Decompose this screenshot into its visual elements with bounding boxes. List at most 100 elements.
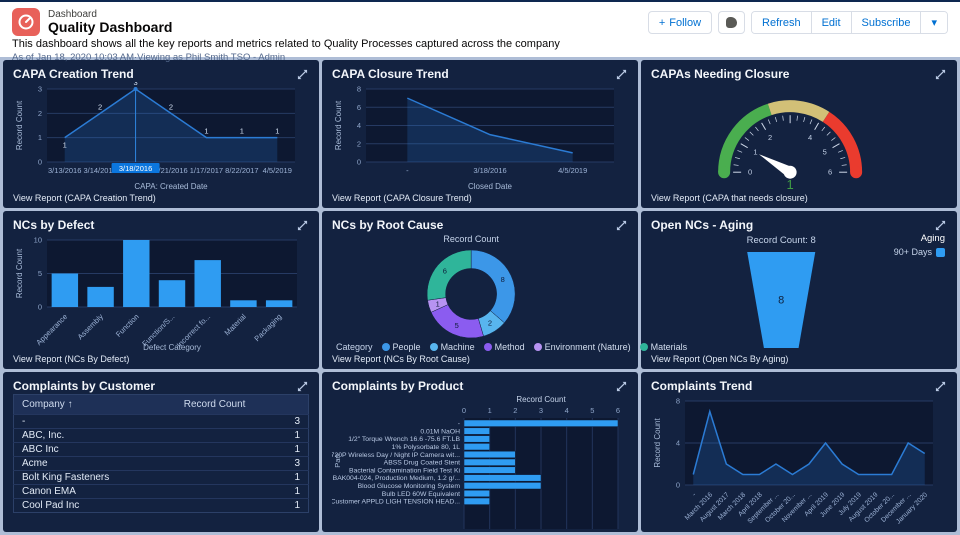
column-header[interactable]: Company ↑ bbox=[13, 394, 176, 415]
svg-text:8: 8 bbox=[676, 397, 680, 406]
complaints-by-customer-table-area[interactable]: Company ↑ Record Count -3 ABC, Inc. 1 ABC Inc… bbox=[13, 394, 309, 529]
svg-text:Bacterial Contamination Field: Bacterial Contamination Field Test Ki bbox=[349, 467, 460, 474]
expand-icon[interactable] bbox=[933, 67, 947, 81]
view-report-link[interactable]: View Report (CAPA that needs closure) bbox=[651, 193, 808, 203]
capas-needing-closure-gauge[interactable]: 0 1 2 4 5 6 1 bbox=[651, 82, 947, 192]
legend-item: 90+ Days bbox=[894, 247, 945, 257]
capa-creation-trend-chart[interactable]: 0 1 2 3 1 2 3 2 1 1 1 3/13/20163/14/20163/18/20163/… bbox=[13, 82, 309, 192]
follow-button[interactable]: + Follow bbox=[647, 11, 713, 34]
capa-closure-chart-area[interactable]: 0 2 4 6 8 - 3/18/2016 4/5/2019 Closed Date Record… bbox=[332, 82, 628, 192]
more-actions-button[interactable]: ▾ bbox=[921, 12, 947, 33]
panel-complaints-by-product: Complaints by Product Record Count 0 1 2 3 4 5… bbox=[322, 372, 638, 532]
svg-text:4/5/2019: 4/5/2019 bbox=[263, 166, 292, 175]
ncs-by-defect-chart-area[interactable]: 0 5 10 Appearance Assembly Function Function/S… bbox=[13, 233, 309, 353]
legend-title: Aging bbox=[920, 233, 945, 244]
aging-legend: Aging 90+ Days bbox=[894, 233, 945, 257]
expand-icon[interactable] bbox=[295, 67, 309, 81]
expand-icon[interactable] bbox=[933, 218, 947, 232]
legend-item: Environment (Nature) bbox=[533, 342, 631, 352]
table-row[interactable]: Acme 3 bbox=[13, 456, 309, 471]
capa-creation-chart-area[interactable]: 0 1 2 3 1 2 3 2 1 1 1 3/13/20163/14/20163/18/20163/… bbox=[13, 82, 309, 192]
dashboard-icon bbox=[12, 8, 40, 36]
subscribe-button[interactable]: Subscribe bbox=[851, 12, 922, 33]
svg-text:1% Polysorbate 80, 1L: 1% Polysorbate 80, 1L bbox=[392, 444, 461, 451]
panel-complaints-by-customer: Complaints by Customer Company ↑ Record C… bbox=[3, 372, 319, 532]
svg-text:1: 1 bbox=[38, 133, 42, 142]
svg-text:3: 3 bbox=[38, 85, 42, 94]
category-legend: Category People Machine Method Environment (… bbox=[336, 342, 687, 352]
svg-text:720P Wireless Day / Night IP C: 720P Wireless Day / Night IP Camera wit.… bbox=[332, 452, 460, 459]
view-report-link[interactable]: View Report (CAPA Closure Trend) bbox=[332, 193, 472, 203]
svg-text:Defect Category: Defect Category bbox=[143, 343, 201, 352]
open-ncs-aging-funnel[interactable]: Record Count: 8 8 bbox=[651, 233, 947, 353]
svg-text:10: 10 bbox=[34, 236, 42, 245]
table-row[interactable]: Bolt King Fasteners 1 bbox=[13, 470, 309, 485]
table-row[interactable]: Canon EMA 1 bbox=[13, 484, 309, 499]
panel-title: NCs by Defect bbox=[13, 218, 95, 232]
svg-text:Packaging: Packaging bbox=[252, 312, 283, 343]
table-row[interactable]: ABC, Inc. 1 bbox=[13, 428, 309, 443]
expand-icon[interactable] bbox=[933, 379, 947, 393]
table-row[interactable]: ABC Inc 1 bbox=[13, 442, 309, 457]
svg-text:1: 1 bbox=[275, 127, 279, 136]
capa-closure-trend-chart[interactable]: 0 2 4 6 8 - 3/18/2016 4/5/2019 Closed Date Record… bbox=[332, 82, 628, 192]
record-count-cell: 3 bbox=[175, 456, 309, 471]
expand-icon[interactable] bbox=[614, 379, 628, 393]
company-cell: ABC, Inc. bbox=[13, 428, 176, 443]
legend-swatch bbox=[533, 343, 542, 351]
view-report-link[interactable]: View Report (NCs By Root Cause) bbox=[332, 354, 470, 364]
record-count-cell: 3 bbox=[175, 414, 309, 429]
svg-text:2: 2 bbox=[169, 102, 173, 111]
legend-swatch bbox=[639, 343, 648, 351]
svg-text:Material: Material bbox=[223, 312, 248, 337]
expand-icon[interactable] bbox=[295, 218, 309, 232]
svg-text:2: 2 bbox=[513, 406, 517, 415]
ncs-by-root-cause-chart-area[interactable]: Record Count 8 2 5 1 6 Category People Machine Me… bbox=[332, 233, 687, 353]
complaints-by-product-chart-area[interactable]: Record Count 0 1 2 3 4 5 6 -0.01M NaOH 1/2" Torqu… bbox=[332, 394, 628, 529]
svg-text:3: 3 bbox=[133, 82, 137, 87]
expand-icon[interactable] bbox=[614, 218, 628, 232]
svg-text:0: 0 bbox=[38, 303, 42, 312]
open-ncs-aging-chart-area[interactable]: Record Count: 8 8 Aging 90+ Days bbox=[651, 233, 947, 353]
svg-text:0: 0 bbox=[357, 158, 361, 167]
view-report-link[interactable]: View Report (CAPA Creation Trend) bbox=[13, 193, 156, 203]
svg-text:3: 3 bbox=[539, 406, 543, 415]
svg-text:8: 8 bbox=[357, 85, 361, 94]
complaints-trend-chart-area[interactable]: 0 4 8- March 2016 August 2017 March 2018 April… bbox=[651, 394, 947, 529]
panel-ncs-by-root-cause: NCs by Root Cause Record Count 8 2 5 1 6 Categ… bbox=[322, 211, 687, 369]
svg-text:-: - bbox=[691, 491, 698, 498]
legend-swatch bbox=[429, 343, 438, 351]
svg-text:0: 0 bbox=[748, 168, 752, 177]
app-icon-button[interactable] bbox=[718, 11, 746, 34]
view-report-link[interactable]: View Report (NCs By Defect) bbox=[13, 354, 130, 364]
svg-text:0: 0 bbox=[676, 481, 680, 490]
svg-text:-: - bbox=[458, 421, 460, 428]
record-count-cell: 1 bbox=[175, 470, 309, 485]
table-row[interactable]: -3 bbox=[13, 414, 309, 429]
svg-text:4: 4 bbox=[357, 121, 361, 130]
panel-capa-creation-trend: CAPA Creation Trend 0 1 2 3 1 2 3 2 1 1 1 3/13/2016… bbox=[3, 60, 319, 208]
legend-item: People bbox=[381, 342, 421, 352]
svg-text:8/22/2017: 8/22/2017 bbox=[225, 166, 258, 175]
dashboard-description: This dashboard shows all the key reports… bbox=[12, 38, 560, 50]
expand-icon[interactable] bbox=[614, 67, 628, 81]
refresh-button[interactable]: Refresh bbox=[752, 12, 812, 33]
view-report-link[interactable]: View Report (Open NCs By Aging) bbox=[651, 354, 789, 364]
column-header[interactable]: Record Count bbox=[175, 394, 309, 415]
svg-text:4: 4 bbox=[565, 406, 569, 415]
expand-icon[interactable] bbox=[295, 379, 309, 393]
record-count-cell: 1 bbox=[175, 484, 309, 499]
ncs-by-root-cause-donut[interactable]: Record Count 8 2 5 1 6 bbox=[332, 233, 628, 353]
svg-text:Customer APPLD LIGH TENSION HE: Customer APPLD LIGH TENSION HEAD... bbox=[332, 499, 460, 506]
panel-title: Complaints Trend bbox=[651, 379, 753, 393]
legend-item: Materials bbox=[639, 342, 687, 352]
svg-text:1: 1 bbox=[488, 406, 492, 415]
panel-title: CAPA Creation Trend bbox=[13, 67, 134, 81]
edit-button[interactable]: Edit bbox=[811, 12, 852, 33]
record-count-cell: 1 bbox=[175, 428, 309, 443]
company-cell: Bolt King Fasteners bbox=[13, 470, 176, 485]
capa-gauge-area[interactable]: 0 1 2 4 5 6 1 bbox=[651, 82, 947, 192]
